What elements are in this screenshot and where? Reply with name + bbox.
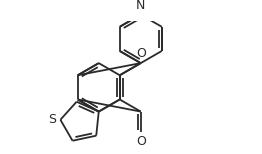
Text: O: O (137, 47, 146, 60)
Text: S: S (48, 113, 56, 126)
Text: N: N (136, 0, 145, 12)
Text: O: O (136, 135, 146, 148)
